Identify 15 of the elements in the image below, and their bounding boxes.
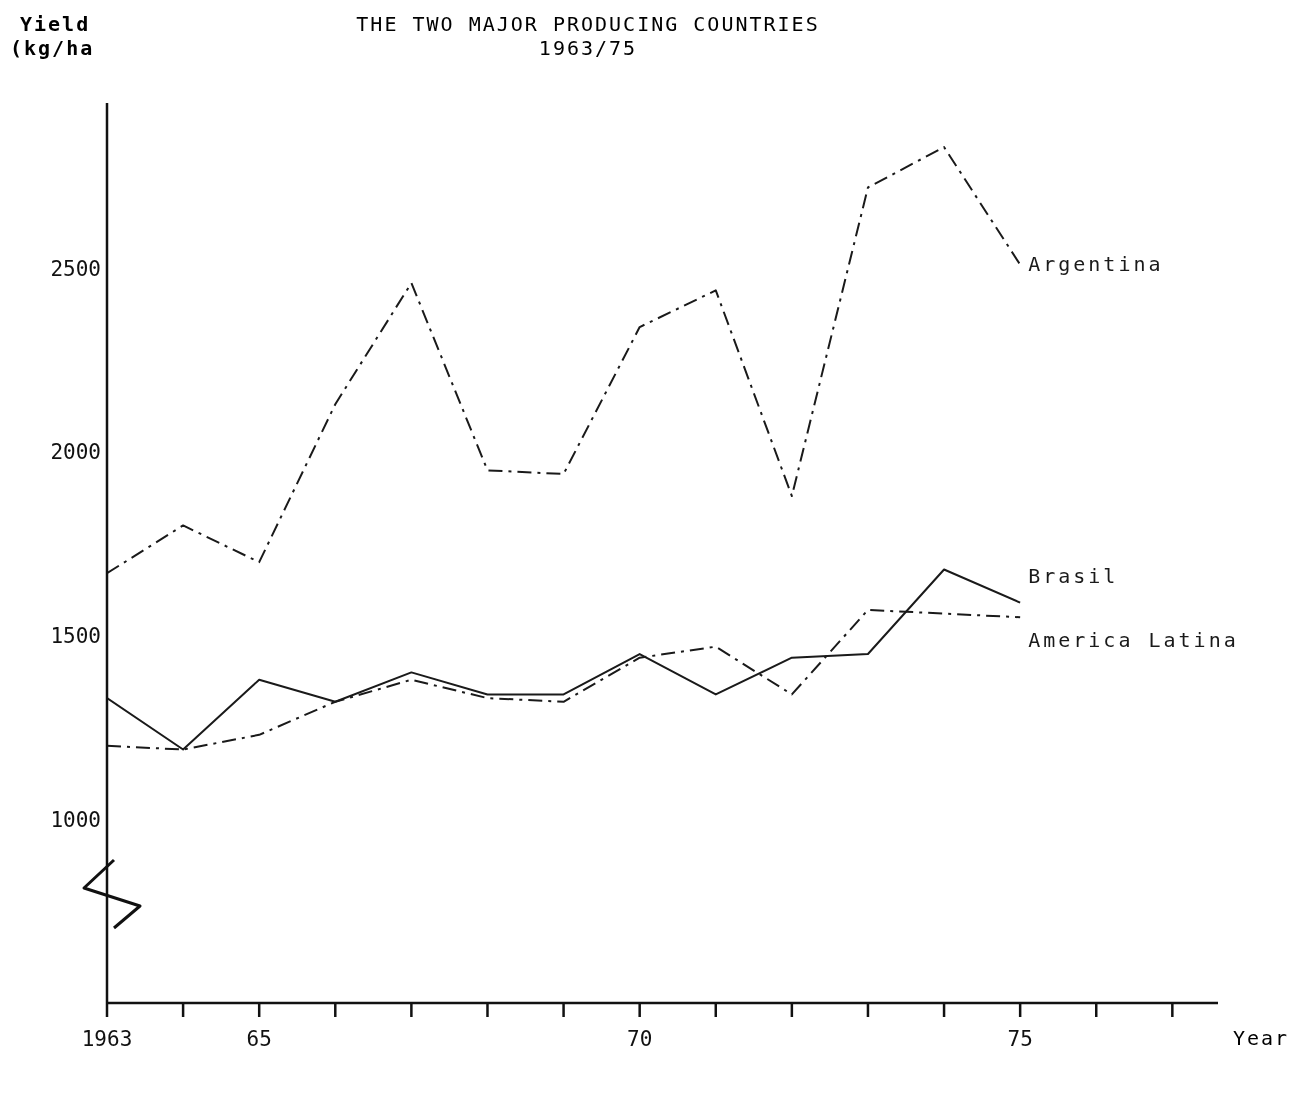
x-tick-label: 75 (1007, 1026, 1033, 1051)
y-axis-title: Yield (kg/ha (10, 12, 95, 60)
series-label: Brasil (1028, 563, 1119, 588)
y-tick-label: 1000 (50, 807, 101, 832)
chart-subtitle: 1963/75 (537, 36, 639, 60)
y-tick-label: 2000 (50, 440, 101, 465)
y-tick-label: 1500 (50, 624, 101, 649)
series-label: America Latina (1028, 628, 1239, 653)
x-tick-label: 1963 (81, 1026, 133, 1051)
x-tick-label: 65 (246, 1026, 272, 1051)
chart-title: THE TWO MAJOR PRODUCING COUNTRIES (355, 12, 821, 36)
x-axis-title: Year (1233, 1026, 1290, 1050)
y-tick-label: 2500 (50, 256, 101, 281)
x-tick-label: 70 (627, 1026, 653, 1051)
series-label: Argentina (1028, 251, 1164, 276)
